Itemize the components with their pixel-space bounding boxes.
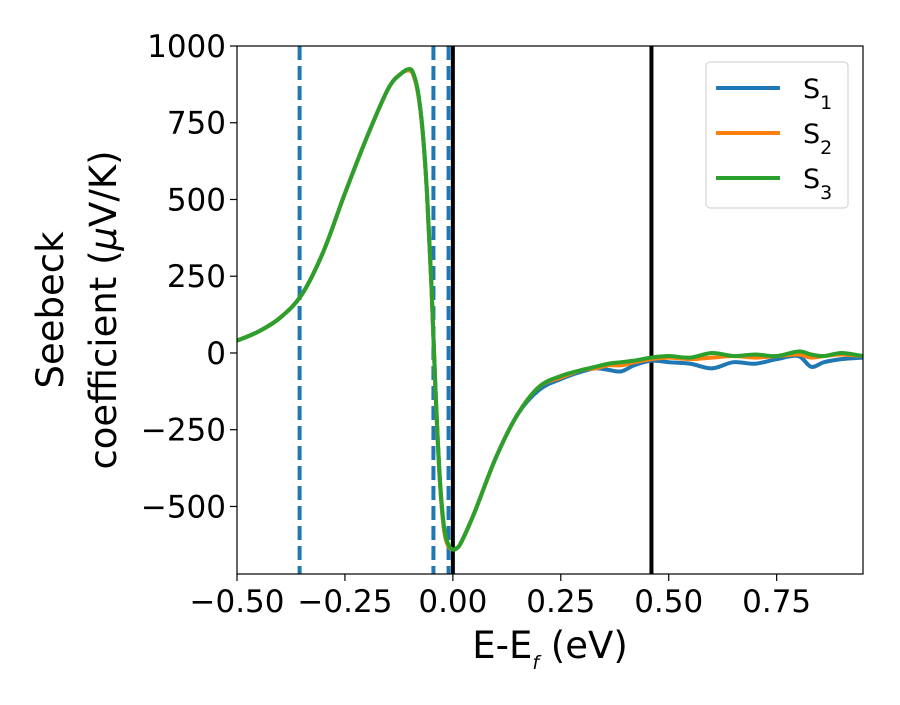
- y-axis-title: Seebeck coefficient (μV/K): [29, 150, 125, 469]
- plot-frame: [236, 45, 864, 575]
- legend: S1 S2 S3: [705, 61, 849, 209]
- y-tick-label: 0: [206, 336, 226, 372]
- y-tick-label: 500: [167, 182, 226, 218]
- x-tick-label: 0.25: [526, 584, 595, 620]
- y-axis-title-line1: Seebeck: [29, 231, 72, 389]
- x-tick-label: −0.25: [297, 584, 392, 620]
- y-tick-label: 250: [167, 259, 226, 295]
- y-tick-label: −500: [141, 489, 226, 525]
- y-tick-label: 1000: [147, 29, 226, 65]
- x-tick-label: −0.50: [190, 584, 285, 620]
- legend-label-s2: S2: [803, 119, 832, 159]
- x-tick-label: 0.00: [418, 584, 487, 620]
- x-axis-ticks: −0.50 −0.25 0.00 0.25 0.50 0.75: [190, 574, 811, 620]
- legend-label-s1: S1: [803, 74, 832, 114]
- y-tick-label: 750: [167, 106, 226, 142]
- x-axis-title: E-Ef (eV): [472, 624, 628, 674]
- series-line-s3: [237, 67, 863, 552]
- x-tick-label: 0.50: [634, 584, 703, 620]
- legend-label-s3: S3: [803, 164, 832, 204]
- reference-lines: [297, 46, 654, 574]
- y-axis-title-line2: coefficient (μV/K): [82, 150, 125, 469]
- series-lines: [237, 67, 863, 552]
- x-tick-label: 0.75: [742, 584, 811, 620]
- y-axis-ticks: 1000 750 500 250 0 −250 −500: [141, 29, 237, 525]
- y-tick-label: −250: [141, 413, 226, 449]
